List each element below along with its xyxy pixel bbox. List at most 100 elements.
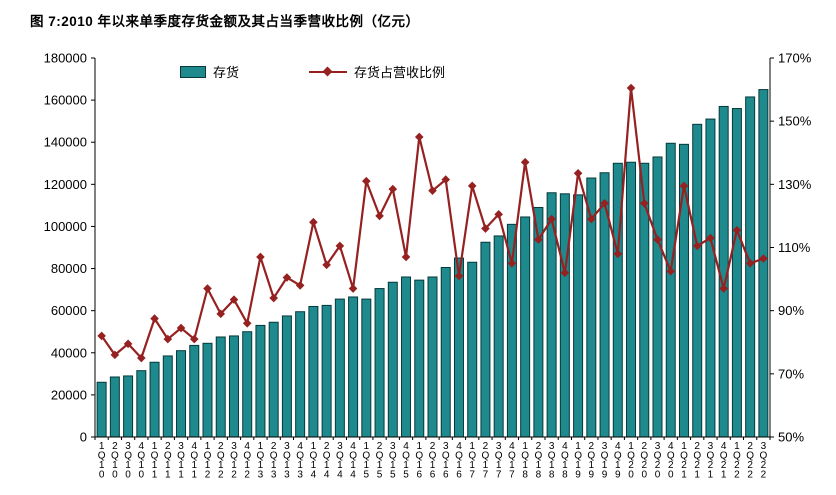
inventory-bar bbox=[731, 108, 742, 438]
diamond-marker-icon bbox=[137, 353, 146, 363]
inventory-bar bbox=[334, 298, 345, 438]
diamond-marker-icon bbox=[639, 198, 649, 208]
legend-label-inventory: 存货 bbox=[213, 65, 240, 80]
diamond-marker-icon bbox=[97, 331, 106, 341]
inventory-bar bbox=[215, 336, 226, 438]
left-axis-tick-label: 140000 bbox=[44, 135, 87, 150]
diamond-marker-icon bbox=[534, 235, 543, 244]
diamond-marker-icon bbox=[626, 83, 636, 93]
diamond-marker-icon bbox=[560, 268, 570, 278]
left-axis-tick-label: 160000 bbox=[44, 93, 87, 108]
left-axis-tick-label: 40000 bbox=[51, 345, 87, 360]
left-axis-tick-label: 180000 bbox=[44, 51, 87, 66]
left-axis-tick-label: 60000 bbox=[51, 303, 87, 318]
inventory-bar bbox=[401, 276, 412, 438]
inventory-bar bbox=[480, 241, 491, 438]
inventory-bar bbox=[281, 315, 292, 438]
legend-label-ratio: 存货占营收比例 bbox=[354, 65, 446, 80]
diamond-marker-icon bbox=[547, 214, 556, 224]
inventory-bar bbox=[228, 335, 239, 438]
diamond-marker-icon bbox=[666, 266, 676, 276]
diamond-marker-icon bbox=[454, 271, 464, 281]
inventory-bar bbox=[559, 193, 570, 438]
diamond-marker-icon bbox=[507, 258, 517, 268]
diamond-marker-icon bbox=[467, 181, 477, 191]
diamond-marker-icon bbox=[176, 323, 186, 333]
diamond-marker-icon bbox=[269, 293, 278, 303]
diamond-marker-icon bbox=[745, 258, 755, 268]
diamond-marker-icon bbox=[679, 181, 689, 191]
diamond-marker-icon bbox=[189, 334, 199, 344]
inventory-bar bbox=[202, 342, 213, 438]
legend: 存货 存货占营收比例 bbox=[180, 62, 515, 81]
diamond-marker-icon bbox=[123, 339, 133, 349]
diamond-marker-icon bbox=[309, 217, 318, 227]
diamond-marker-icon bbox=[362, 176, 371, 186]
inventory-bar bbox=[189, 344, 200, 438]
inventory-bar bbox=[149, 361, 160, 438]
inventory-bar bbox=[440, 267, 451, 438]
inventory-bar bbox=[427, 276, 438, 438]
inventory-bar bbox=[665, 142, 676, 438]
diamond-marker-icon bbox=[229, 295, 239, 304]
inventory-bar bbox=[348, 296, 359, 438]
inventory-bar bbox=[96, 381, 107, 438]
inventory-bar bbox=[242, 331, 253, 438]
diamond-marker-icon bbox=[520, 157, 530, 167]
inventory-bar bbox=[176, 350, 187, 438]
inventory-bar bbox=[520, 216, 531, 438]
legend-item-ratio: 存货占营收比例 bbox=[309, 62, 445, 81]
inventory-bar bbox=[387, 281, 398, 438]
inventory-bar bbox=[414, 279, 425, 438]
diamond-marker-icon bbox=[414, 132, 424, 142]
diamond-marker-icon bbox=[692, 241, 702, 251]
inventory-bar bbox=[374, 288, 385, 438]
diamond-marker-icon bbox=[481, 224, 490, 233]
inventory-bar bbox=[255, 324, 266, 438]
right-axis-tick-label: 150% bbox=[778, 114, 812, 129]
diamond-marker-icon bbox=[295, 281, 305, 290]
right-axis-tick-label: 70% bbox=[778, 366, 804, 381]
inventory-bar bbox=[652, 156, 663, 438]
inventory-bar bbox=[295, 311, 306, 438]
inventory-bar bbox=[705, 118, 716, 438]
inventory-bar bbox=[136, 370, 147, 438]
left-axis-tick-label: 100000 bbox=[44, 219, 87, 234]
diamond-marker-icon bbox=[375, 211, 384, 221]
diamond-marker-icon bbox=[335, 241, 345, 251]
right-axis-tick-label: 170% bbox=[778, 51, 812, 66]
diamond-marker-icon bbox=[401, 252, 411, 262]
diamond-marker-icon bbox=[706, 233, 715, 243]
inventory-bar bbox=[361, 298, 372, 438]
